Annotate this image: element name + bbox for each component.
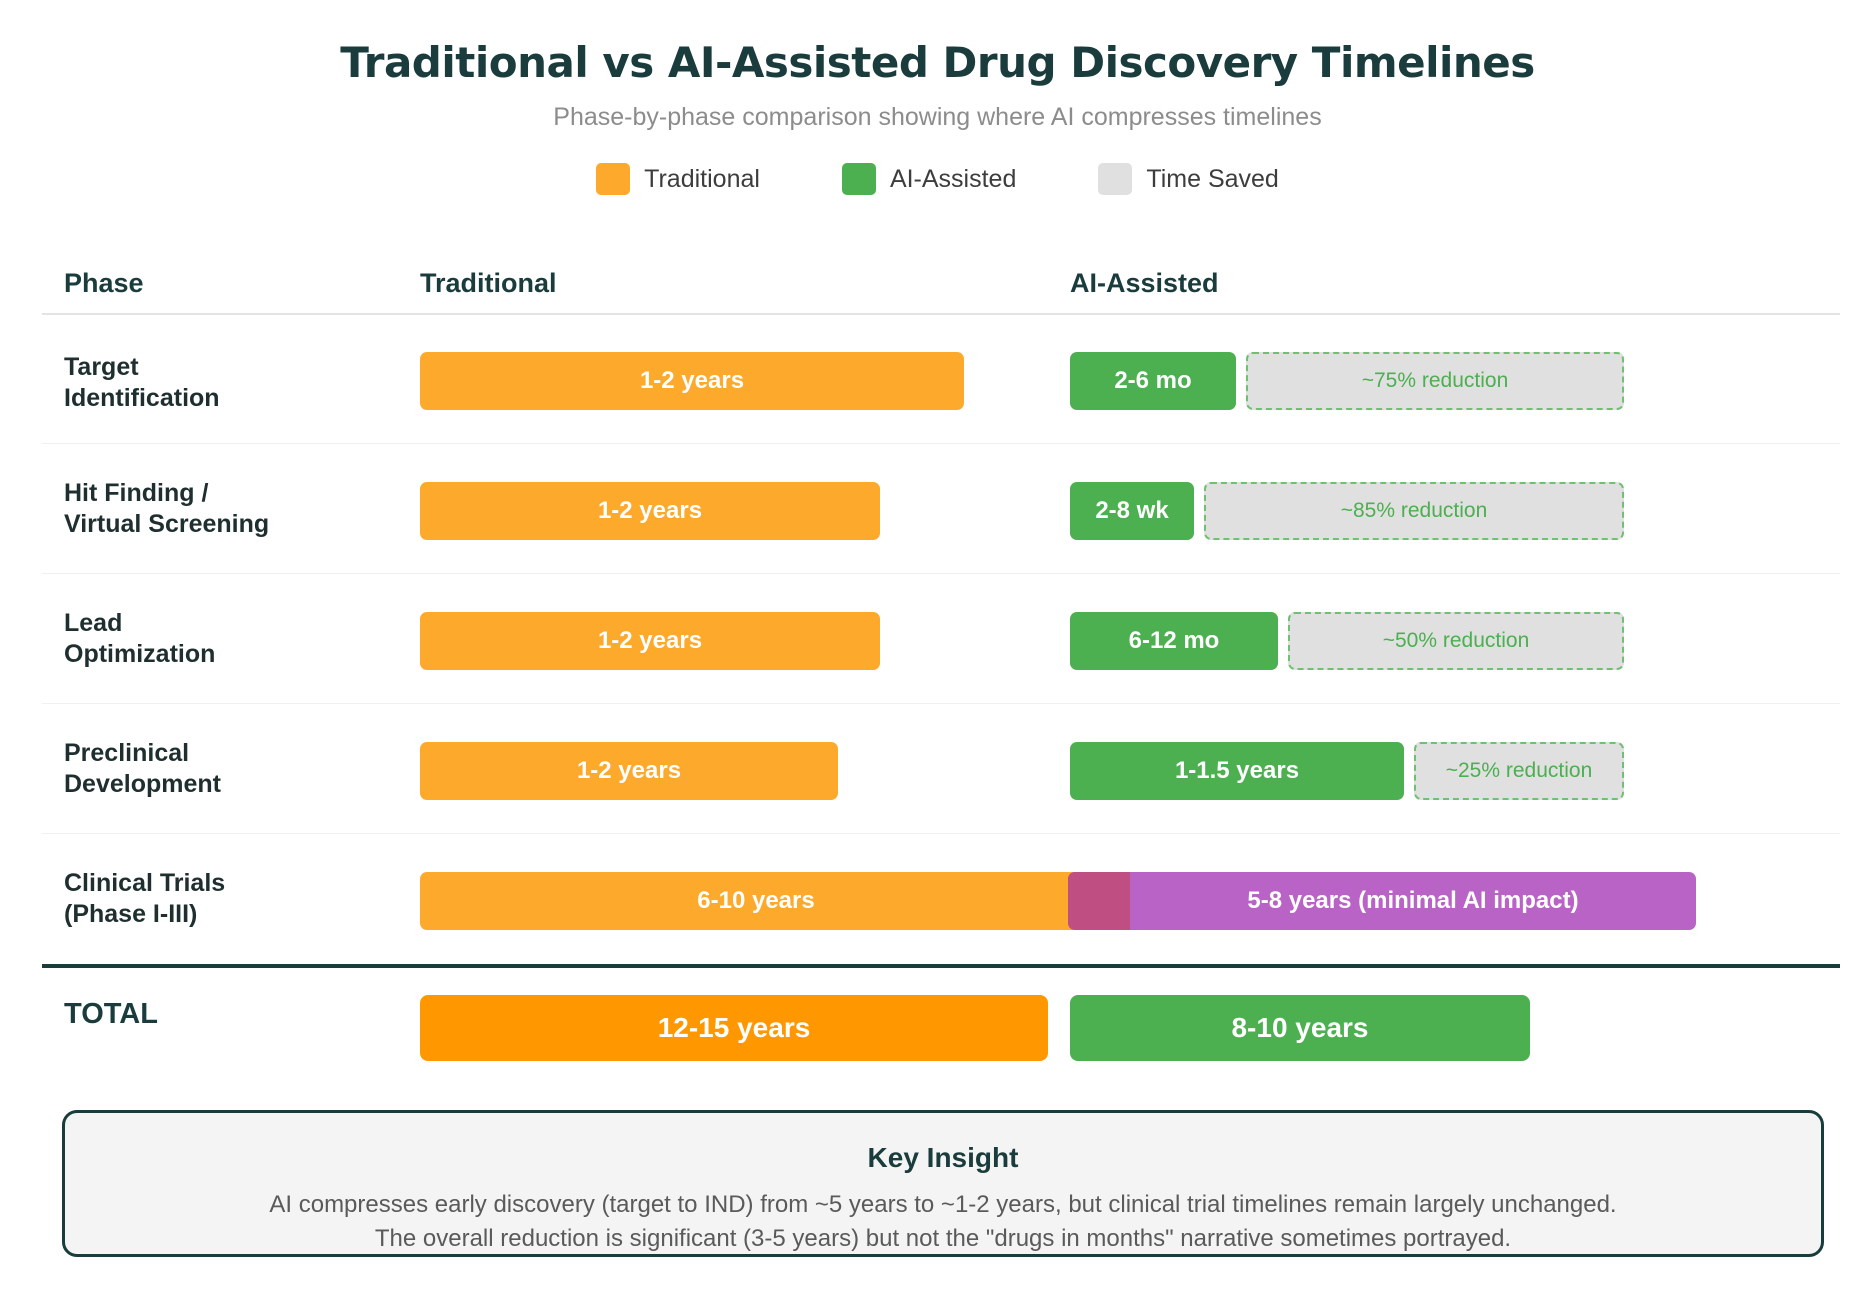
traditional-bar: 6-10 years: [420, 872, 1092, 930]
row-divider: [42, 833, 1840, 834]
phase-label-hit-finding: Hit Finding / Virtual Screening: [64, 478, 384, 540]
legend-item-ai: AI-Assisted: [841, 163, 1017, 195]
time-saved-bar: ~75% reduction: [1246, 352, 1624, 410]
ai-bar: 1-1.5 years: [1070, 742, 1404, 800]
phase-label-preclinical: Preclinical Development: [64, 738, 384, 800]
phase-label-lead-optimization: Lead Optimization: [64, 608, 384, 670]
legend-swatch-ai: [841, 163, 876, 195]
phase-label-line: Virtual Screening: [64, 510, 270, 538]
column-header-phase: Phase: [64, 268, 144, 298]
ai-bar: 2-8 wk: [1070, 482, 1194, 540]
total-label: TOTAL: [64, 998, 158, 1030]
header-divider: [42, 313, 1840, 315]
legend-item-saved: Time Saved: [1098, 163, 1279, 195]
time-saved-bar: ~50% reduction: [1288, 612, 1624, 670]
legend-swatch-saved: [1098, 163, 1133, 195]
traditional-bar: 1-2 years: [420, 742, 838, 800]
row-divider: [42, 573, 1840, 574]
row-divider: [42, 703, 1840, 704]
traditional-bar: 1-2 years: [420, 352, 964, 410]
time-saved-bar: ~85% reduction: [1204, 482, 1624, 540]
chart-title: Traditional vs AI-Assisted Drug Discover…: [340, 38, 1535, 87]
column-header-traditional: Traditional: [420, 268, 557, 298]
column-header-ai: AI-Assisted: [1070, 268, 1219, 298]
phase-label-line: Development: [64, 770, 221, 798]
total-traditional-bar: 12-15 years: [420, 995, 1048, 1061]
ai-bar: 2-6 mo: [1070, 352, 1236, 410]
legend-label-ai: AI-Assisted: [889, 164, 1017, 193]
legend-item-traditional: Traditional: [596, 163, 760, 195]
phase-label-target-identification: Target Identification: [64, 352, 384, 414]
phase-label-line: Target: [64, 353, 139, 381]
time-saved-bar: ~25% reduction: [1414, 742, 1624, 800]
total-divider: [42, 964, 1840, 968]
phase-label-line: Clinical Trials: [64, 869, 226, 897]
insight-text-line: The overall reduction is significant (3-…: [374, 1225, 1512, 1252]
legend: Traditional AI-Assisted Time Saved: [0, 163, 1875, 195]
overlap-segment: [1068, 872, 1130, 930]
legend-label-traditional: Traditional: [644, 164, 760, 193]
legend-label-saved: Time Saved: [1146, 164, 1279, 193]
phase-label-line: Preclinical: [64, 739, 190, 767]
chart-subtitle: Phase-by-phase comparison showing where …: [553, 103, 1322, 131]
phase-label-line: Lead: [64, 609, 123, 637]
phase-label-line: Identification: [64, 384, 220, 412]
key-insight-box: Key Insight AI compresses early discover…: [62, 1110, 1824, 1257]
phase-label-line: Hit Finding /: [64, 479, 209, 507]
phase-label-line: (Phase I-III): [64, 900, 198, 928]
phase-label-line: Optimization: [64, 640, 216, 668]
clinical-ai-bar: 5-8 years (minimal AI impact): [1068, 872, 1696, 930]
traditional-bar: 1-2 years: [420, 482, 880, 540]
total-ai-bar: 8-10 years: [1070, 995, 1530, 1061]
legend-swatch-traditional: [596, 163, 631, 195]
traditional-bar: 1-2 years: [420, 612, 880, 670]
row-divider: [42, 443, 1840, 444]
ai-bar: 6-12 mo: [1070, 612, 1278, 670]
phase-label-clinical-trials: Clinical Trials (Phase I-III): [64, 868, 384, 930]
insight-text-line: AI compresses early discovery (target to…: [269, 1191, 1617, 1218]
insight-title: Key Insight: [867, 1142, 1019, 1173]
